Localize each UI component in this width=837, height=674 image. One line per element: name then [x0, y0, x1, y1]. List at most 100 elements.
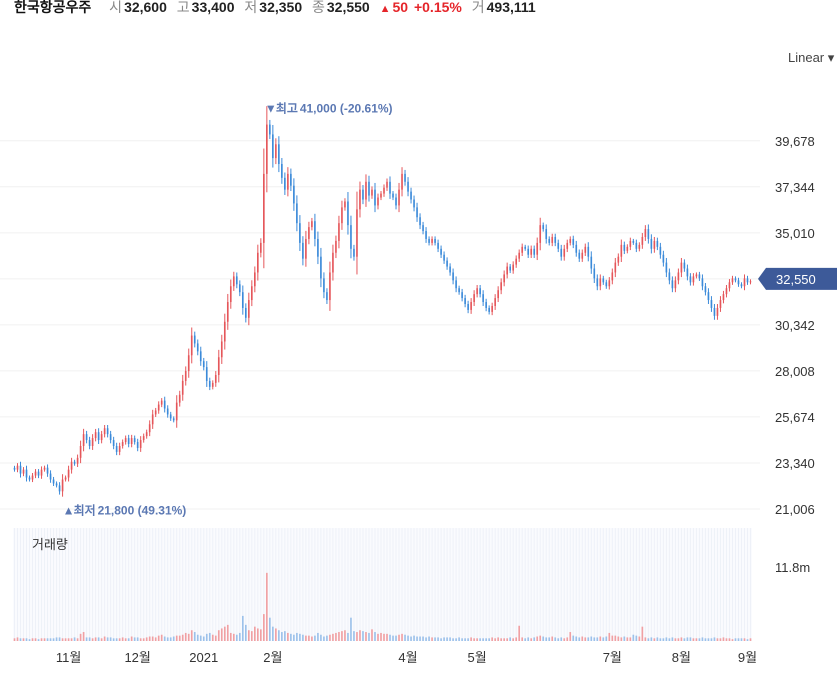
candle-body — [28, 477, 31, 480]
volume-bar — [148, 636, 151, 641]
candle — [31, 473, 34, 483]
volume-bar — [404, 634, 406, 641]
volume-bar — [284, 631, 286, 641]
candle — [617, 253, 620, 266]
candle — [371, 186, 373, 199]
candle — [461, 288, 463, 302]
candle-body — [235, 276, 238, 285]
candle — [686, 264, 689, 281]
price-axis-tick: 28,008 — [775, 364, 815, 379]
candle-body — [509, 266, 511, 271]
candle — [103, 424, 106, 438]
candle — [55, 481, 58, 488]
candle-body — [395, 197, 397, 206]
candle-body — [458, 288, 460, 293]
candle — [728, 279, 731, 292]
candle-body — [121, 442, 124, 446]
candle-body — [61, 479, 64, 492]
candle-body — [22, 469, 25, 474]
candle-body — [362, 189, 364, 200]
candlestick-series — [13, 106, 752, 497]
candle — [674, 276, 677, 293]
candle-body — [88, 440, 91, 446]
candle-body — [434, 238, 436, 243]
candle-body — [551, 236, 554, 243]
volume-bar — [590, 636, 593, 641]
candle-body — [650, 238, 653, 249]
candle-body — [13, 467, 16, 470]
candle-body — [383, 187, 385, 194]
candle-body — [743, 278, 746, 287]
candle-body — [344, 201, 346, 208]
volume-bar — [575, 636, 578, 641]
candle-body — [479, 288, 481, 295]
volume-bar — [281, 632, 283, 641]
candle-body — [404, 173, 406, 182]
volume-bar — [521, 637, 524, 641]
candle-body — [229, 286, 232, 303]
volume-bar — [509, 637, 511, 641]
candle-body — [485, 302, 487, 308]
candle-body — [494, 298, 496, 306]
candle-body — [392, 193, 394, 198]
candle — [181, 374, 184, 401]
candle-body — [518, 252, 521, 259]
volume-bar — [638, 636, 641, 641]
candle — [731, 275, 734, 285]
volume-bar — [725, 638, 728, 641]
volume-bar — [347, 632, 349, 641]
candle — [272, 124, 274, 168]
candle-body — [284, 177, 286, 190]
time-axis: 11월 12월 2021 2월 4월 5월 7월 8월 9월 — [56, 650, 757, 665]
candle-body — [422, 225, 424, 232]
scale-mode-toggle[interactable]: Linear ▾ — [788, 50, 834, 66]
candle-body — [169, 414, 172, 419]
candle-body — [124, 438, 127, 443]
candle — [509, 263, 511, 274]
candle-body — [43, 467, 46, 470]
candle — [587, 242, 590, 262]
volume-bar — [719, 638, 722, 641]
volume-bar — [34, 638, 37, 641]
candle-body — [172, 418, 175, 421]
candle — [719, 296, 722, 312]
candle-body — [527, 248, 530, 255]
volume-bar — [566, 637, 569, 641]
candle — [157, 401, 160, 414]
volume-bar — [536, 636, 539, 641]
volume-bar — [214, 635, 217, 641]
volume-bar — [494, 638, 496, 641]
candle — [13, 465, 16, 472]
candle — [317, 231, 319, 265]
candle — [335, 235, 337, 259]
candle-body — [614, 262, 617, 273]
candle-body — [368, 181, 370, 196]
candle — [437, 239, 439, 253]
volume-bar — [452, 638, 454, 641]
candle — [353, 244, 355, 261]
candle-body — [214, 375, 217, 383]
candle — [266, 106, 268, 193]
candle-body — [220, 341, 223, 358]
price-axis-tick: 21,006 — [775, 502, 815, 517]
close-value: 32,550 — [326, 0, 370, 15]
candle-body — [133, 438, 136, 443]
candle-body — [217, 357, 220, 375]
volume-bar — [73, 637, 76, 641]
candle — [593, 263, 596, 284]
candle — [560, 244, 563, 261]
candle — [320, 247, 322, 288]
volume-bar — [181, 634, 184, 641]
max-price-annotation: ▼ 최고 41,000 (-20.61%) — [265, 101, 393, 116]
price-axis-tick: 35,010 — [775, 226, 815, 241]
volume-bar — [109, 637, 112, 641]
low-label: 저 — [244, 0, 258, 15]
volume-bar — [121, 637, 124, 641]
candle — [329, 261, 331, 311]
volume-bar — [461, 638, 463, 641]
candle-body — [226, 302, 229, 322]
volume-bar — [238, 632, 241, 641]
candle-body — [452, 272, 454, 281]
candle-body — [40, 469, 43, 476]
